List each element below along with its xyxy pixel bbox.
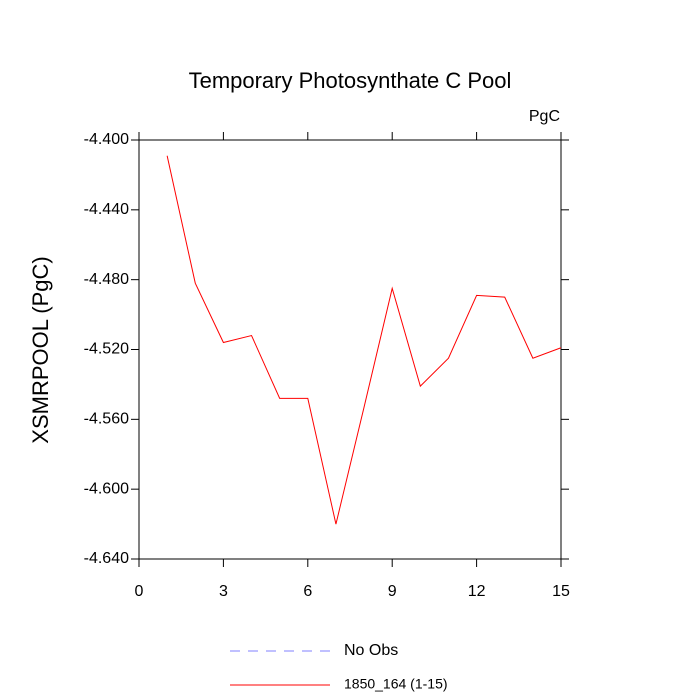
y-axis-label: XSMRPOOL (PgC)	[28, 256, 53, 443]
y-tick-label: -4.640	[84, 550, 129, 567]
x-tick-label: 9	[388, 583, 397, 600]
y-tick-label: -4.560	[84, 411, 129, 428]
y-tick-label: -4.600	[84, 480, 129, 497]
y-tick-label: -4.400	[84, 131, 129, 148]
x-tick-label: 12	[468, 583, 486, 600]
x-tick-label: 3	[219, 583, 228, 600]
y-tick-label: -4.520	[84, 341, 129, 358]
x-tick-label: 0	[135, 583, 144, 600]
units-label: PgC	[529, 108, 560, 125]
x-tick-label: 6	[303, 583, 312, 600]
legend-label: 1850_164 (1-15)	[344, 676, 448, 692]
legend-label: No Obs	[344, 642, 398, 659]
data-line	[166, 155, 562, 525]
plot-frame	[138, 139, 562, 560]
y-tick-label: -4.480	[84, 271, 129, 288]
y-tick-label: -4.440	[84, 201, 129, 218]
x-tick-label: 15	[552, 583, 570, 600]
chart-title: Temporary Photosynthate C Pool	[189, 68, 512, 93]
